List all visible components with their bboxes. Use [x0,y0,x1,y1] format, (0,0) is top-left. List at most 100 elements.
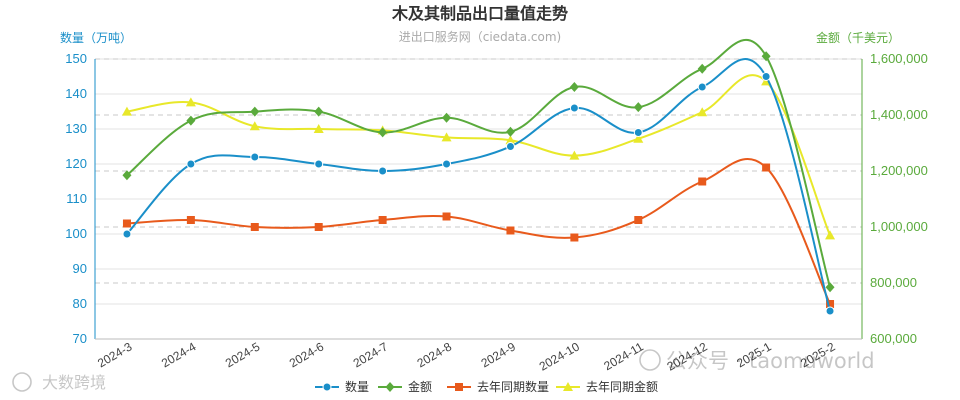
data-point[interactable] [505,126,515,137]
legend-label: 去年同期金额 [586,379,658,394]
legend-item[interactable]: 数量 [315,379,369,394]
data-point[interactable] [762,163,771,172]
data-point[interactable] [378,216,387,224]
data-point[interactable] [249,121,260,131]
left-axis-tick-label: 110 [66,191,87,206]
left-axis-tick-label: 70 [73,331,87,346]
data-point[interactable] [122,229,132,239]
data-point[interactable] [698,177,707,186]
right-axis-tick-label: 600,000 [870,331,917,346]
x-axis-tick-label: 2024-3 [95,339,135,370]
data-point[interactable] [250,223,259,231]
legend-swatch-marker [455,383,463,391]
right-axis-tick-label: 1,400,000 [870,107,928,122]
legend-item[interactable]: 去年同期数量 [447,379,549,394]
data-point[interactable] [441,132,452,142]
data-point[interactable] [505,135,516,145]
data-point[interactable] [250,152,260,162]
gridlines [95,58,862,340]
series-layer [121,39,836,316]
x-axis-tick-label: 2024-5 [223,339,263,370]
legend-item[interactable]: 去年同期金额 [556,379,658,394]
data-point[interactable] [186,115,196,126]
chart-title: 木及其制品出口量值走势 [391,4,568,23]
data-point[interactable] [442,159,452,169]
data-point[interactable] [314,159,324,169]
watermark-right-text: 公众号 · taomuworld [666,349,875,373]
right-axis-title: 金额（千美元） [816,30,900,45]
data-point[interactable] [633,128,643,137]
data-point[interactable] [697,82,707,92]
series-line[interactable] [126,58,831,312]
right-axis-tick-label: 1,000,000 [870,219,928,234]
data-point[interactable] [313,124,324,133]
data-point[interactable] [825,282,835,293]
data-point[interactable] [442,212,451,221]
data-point[interactable] [314,106,324,117]
data-point[interactable] [697,63,707,74]
series-1 [122,58,835,316]
data-point[interactable] [378,166,388,176]
watermark-left: 大数跨境 [12,372,106,392]
chart-subtitle: 进出口服务网（ciedata.com) [399,29,561,44]
x-axis-tick-label: 2024-6 [287,339,327,370]
data-point[interactable] [569,150,580,160]
x-axis-tick-label: 2024-9 [479,339,519,370]
x-axis-tick-label: 2024-10 [537,339,582,373]
data-point[interactable] [826,300,835,308]
data-point[interactable] [186,216,195,224]
x-axis-tick-label: 2024-7 [351,339,391,370]
legend-label: 金额 [408,379,432,394]
legend-swatch-marker [385,382,395,392]
x-axis-tick-label: 2024-11 [601,339,646,373]
axes: 70 80 90 100 110 120 130 140 150 600,000 800,000 1,… [65,51,928,374]
data-point[interactable] [122,219,131,228]
legend-swatch-marker [322,382,332,392]
x-axis-tick-label: 2024-4 [159,339,199,370]
legend[interactable]: 数量 金额 去年同期数量 去年同期金额 [315,379,658,394]
data-point[interactable] [633,133,644,143]
data-point[interactable] [185,97,196,107]
legend-label: 去年同期数量 [477,379,549,394]
data-point[interactable] [569,103,579,113]
left-axis-tick-label: 90 [73,261,87,276]
data-point[interactable] [314,223,323,231]
data-point[interactable] [761,72,771,81]
data-point[interactable] [505,142,515,151]
left-axis-tick-label: 120 [65,156,87,171]
left-axis-tick-label: 150 [65,51,87,66]
legend-item[interactable]: 金额 [378,379,432,394]
left-axis-tick-label: 140 [65,86,87,101]
data-point[interactable] [761,51,771,62]
data-point[interactable] [122,170,132,181]
left-axis-tick-label: 130 [65,121,87,136]
data-point[interactable] [186,159,196,169]
left-axis-tick-label: 80 [73,296,87,311]
right-axis-tick-label: 1,600,000 [870,51,928,66]
legend-label: 数量 [345,379,369,394]
data-point[interactable] [378,127,388,138]
data-point[interactable] [634,216,643,224]
data-point[interactable] [121,106,132,116]
data-point[interactable] [825,306,835,316]
data-point[interactable] [825,230,836,240]
right-axis-tick-label: 800,000 [870,275,917,290]
watermark-right: 公众号 · taomuworld [639,349,875,373]
data-point[interactable] [506,226,515,235]
data-point[interactable] [442,112,452,123]
series-2 [122,39,835,293]
data-point[interactable] [633,102,643,113]
data-point[interactable] [697,107,708,117]
data-point[interactable] [570,233,579,242]
watermark-left-text: 大数跨境 [42,373,106,392]
watermark-logo-icon [12,372,32,392]
data-point[interactable] [250,106,260,117]
left-axis-title: 数量（万吨） [60,30,132,45]
left-axis-tick-label: 100 [65,226,87,241]
x-axis-tick-label: 2024-8 [415,339,455,370]
right-axis-tick-label: 1,200,000 [870,163,928,178]
series-line[interactable] [126,158,831,305]
data-point[interactable] [569,82,579,92]
